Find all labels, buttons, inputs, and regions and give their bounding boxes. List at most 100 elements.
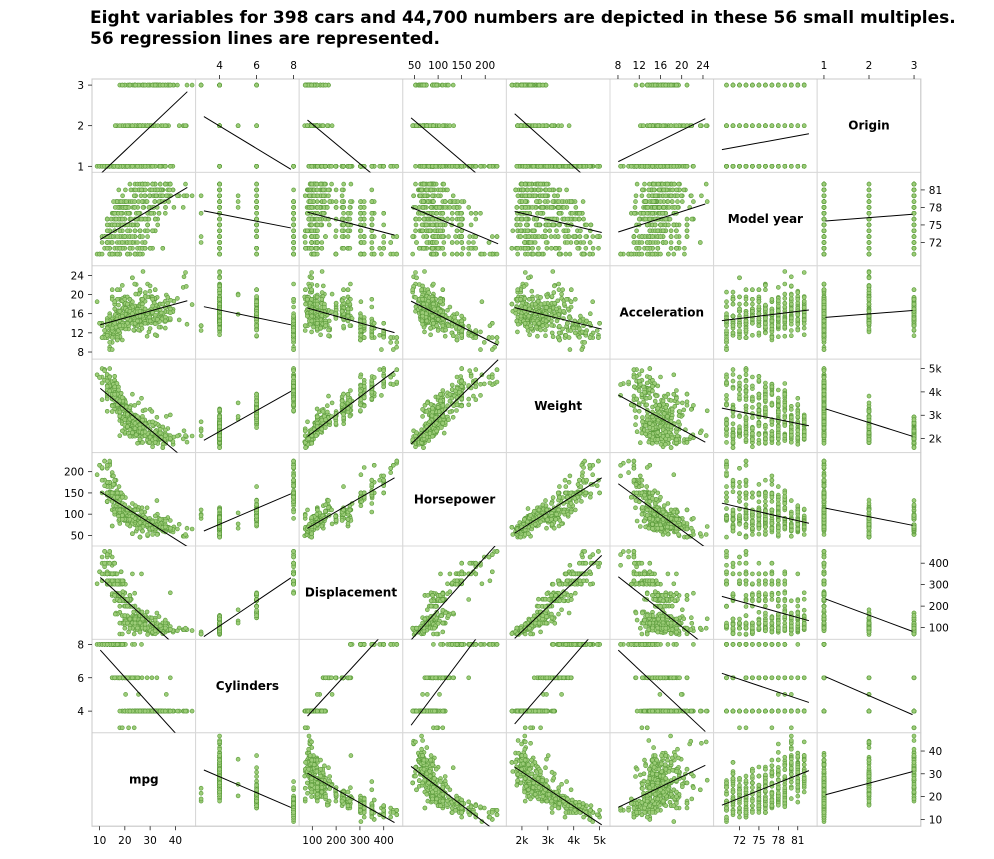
data-point — [590, 234, 596, 239]
data-point — [323, 234, 328, 239]
data-point — [538, 181, 543, 187]
panel-marks — [410, 181, 500, 257]
data-point — [333, 234, 338, 239]
data-point — [369, 234, 375, 239]
data-point — [518, 234, 523, 239]
data-point — [763, 123, 768, 128]
data-point — [426, 164, 432, 169]
data-point — [117, 123, 123, 128]
data-point — [737, 123, 742, 128]
data-point — [421, 82, 427, 88]
data-point — [544, 246, 550, 251]
data-point — [311, 251, 317, 257]
data-point — [440, 234, 446, 239]
data-point — [315, 164, 320, 169]
data-point — [361, 251, 367, 257]
data-point — [684, 216, 690, 222]
data-point — [304, 228, 310, 234]
data-point — [532, 240, 538, 245]
data-point — [563, 164, 569, 169]
data-point — [138, 193, 144, 199]
data-point — [127, 246, 133, 251]
data-point — [522, 240, 527, 245]
data-point — [557, 187, 563, 193]
data-point — [254, 222, 259, 228]
data-point — [532, 193, 538, 199]
data-point — [565, 216, 570, 222]
data-point — [217, 181, 222, 187]
data-point — [291, 240, 296, 245]
data-point — [111, 199, 116, 204]
data-point — [410, 251, 416, 257]
cell-frame — [91, 638, 197, 734]
cell-frame — [816, 638, 922, 734]
data-point — [341, 222, 346, 228]
data-point — [142, 181, 148, 187]
data-point — [324, 205, 330, 210]
data-point — [449, 240, 455, 245]
data-point — [291, 164, 296, 169]
panel-marks — [302, 82, 400, 173]
cell-frame — [91, 732, 197, 827]
data-point — [307, 193, 313, 199]
data-point — [440, 123, 446, 128]
data-point — [381, 234, 387, 239]
data-point — [454, 211, 460, 216]
panel-model_year-vs-mpg — [94, 181, 195, 257]
data-point — [639, 251, 645, 257]
data-point — [536, 246, 541, 251]
data-point — [489, 234, 495, 239]
data-point — [433, 164, 439, 169]
data-point — [473, 164, 479, 169]
data-point — [333, 164, 338, 169]
data-point — [369, 222, 375, 228]
data-point — [424, 123, 430, 128]
data-point — [581, 251, 586, 257]
data-point — [189, 82, 195, 88]
data-point — [140, 205, 146, 210]
panel-marks — [721, 82, 810, 169]
data-point — [254, 187, 259, 193]
cell-frame — [298, 545, 404, 640]
data-point — [377, 164, 383, 169]
data-point — [117, 246, 123, 251]
data-point — [518, 228, 524, 234]
data-point — [361, 216, 367, 222]
data-point — [549, 123, 555, 128]
data-point — [394, 234, 400, 239]
data-point — [291, 216, 296, 222]
data-point — [133, 187, 138, 193]
data-point — [146, 205, 152, 210]
data-point — [319, 240, 325, 245]
data-point — [650, 164, 655, 169]
data-point — [142, 216, 148, 222]
data-point — [438, 187, 443, 193]
panel-marks — [302, 181, 400, 257]
data-point — [440, 246, 446, 251]
cell-frame — [195, 452, 300, 547]
data-point — [152, 82, 158, 88]
data-point — [573, 240, 579, 245]
data-point — [420, 205, 426, 210]
data-point — [530, 246, 535, 251]
data-point — [795, 82, 801, 88]
data-point — [341, 181, 347, 187]
data-point — [451, 123, 457, 128]
data-point — [788, 123, 794, 128]
data-point — [557, 164, 562, 169]
data-point — [540, 82, 546, 88]
data-point — [133, 82, 138, 88]
data-point — [682, 251, 687, 257]
data-point — [291, 228, 296, 234]
data-point — [410, 234, 416, 239]
data-point — [644, 164, 650, 169]
data-point — [447, 199, 453, 204]
data-point — [347, 205, 353, 210]
panel-origin-vs-displacement — [302, 82, 400, 173]
data-point — [302, 82, 308, 88]
data-point — [782, 82, 788, 88]
data-point — [420, 228, 425, 234]
cell-frame — [195, 358, 300, 454]
data-point — [171, 205, 177, 210]
data-point — [144, 199, 150, 204]
